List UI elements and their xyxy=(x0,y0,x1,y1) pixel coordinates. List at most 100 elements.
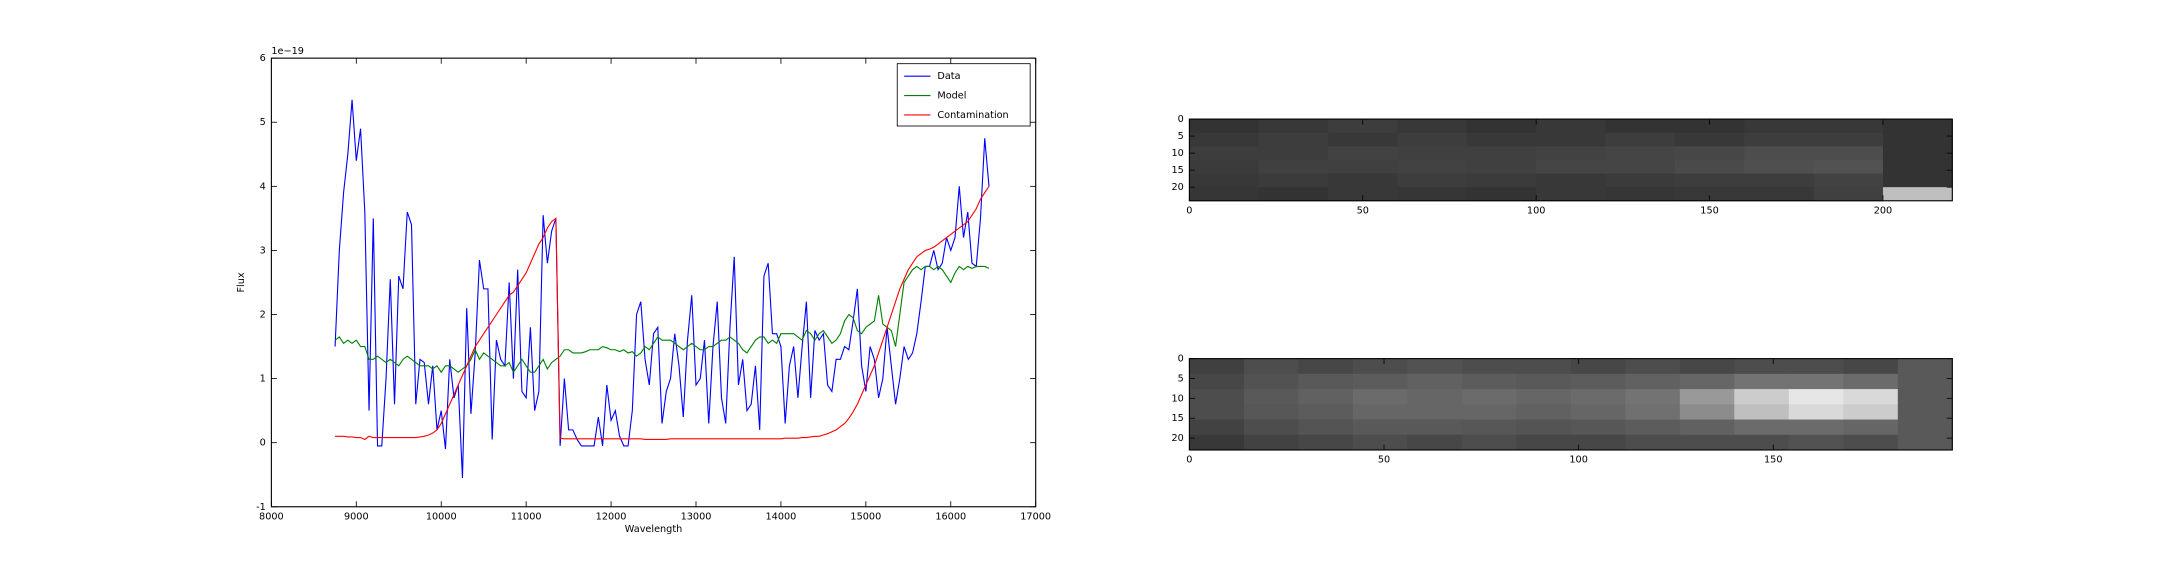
image-pixel xyxy=(1679,419,1735,436)
image-pixel xyxy=(1189,434,1245,451)
image-pixel xyxy=(1882,146,1953,161)
image-pixel xyxy=(1882,159,1953,174)
image-pixel xyxy=(1397,173,1468,188)
image-pixel xyxy=(1674,119,1745,134)
image-pixel xyxy=(1189,146,1260,161)
image-pixel xyxy=(1674,132,1745,147)
image-pixel xyxy=(1570,389,1626,405)
y-tick-label: 5 xyxy=(1178,131,1184,142)
axes: 0 50 100 150 200 0 5 10 15 20 xyxy=(1172,114,1953,216)
image-pixel xyxy=(1813,146,1884,161)
image-pixel xyxy=(1298,434,1354,451)
axes: 0 50 100 150 0 5 10 15 20 xyxy=(1172,354,1953,466)
image-pixel xyxy=(1189,389,1245,405)
image-pixel xyxy=(1744,159,1815,174)
x-tick-label: 50 xyxy=(1357,205,1369,216)
series-line xyxy=(334,99,990,478)
image-pixel xyxy=(1897,358,1953,375)
image-pixel xyxy=(1189,373,1245,390)
image-pixel xyxy=(1882,132,1953,147)
image-pixel xyxy=(1189,404,1245,420)
image-pixel xyxy=(1897,419,1953,436)
image-pixel xyxy=(1788,358,1844,375)
legend-label: Model xyxy=(937,91,966,102)
image-pixel xyxy=(1679,358,1735,375)
image-pixel xyxy=(1328,187,1398,202)
image-pixel xyxy=(1882,173,1953,188)
image-pixel xyxy=(1243,373,1299,390)
image-pixel xyxy=(1734,358,1790,375)
image-pixel xyxy=(1466,187,1537,202)
image-pixel xyxy=(1466,132,1537,147)
image-pixel xyxy=(1679,389,1735,405)
image-pixel xyxy=(1625,434,1681,451)
image-pixel xyxy=(1516,358,1572,375)
image-pixel xyxy=(1258,132,1329,147)
image-pixel xyxy=(1605,159,1676,174)
image-pixel xyxy=(1189,419,1245,436)
image-pixel xyxy=(1813,159,1884,174)
image-pixel xyxy=(1788,434,1844,451)
image-pixel xyxy=(1734,434,1790,451)
y-axis-label: Flux xyxy=(236,272,247,292)
image-pixel xyxy=(1882,119,1953,134)
image-pixel xyxy=(1407,434,1463,451)
image-pixel xyxy=(1258,119,1329,134)
image-pixel xyxy=(1352,389,1408,405)
image-pixel xyxy=(1328,132,1398,147)
image-pixel xyxy=(1843,419,1899,436)
image-pixel xyxy=(1258,159,1329,174)
image-pixel xyxy=(1243,389,1299,405)
image-pixel xyxy=(1298,373,1354,390)
image-pixel xyxy=(1189,132,1260,147)
image-pixel xyxy=(1734,419,1790,436)
image-pixel xyxy=(1674,173,1745,188)
image-pixel xyxy=(1605,173,1676,188)
image-pixel xyxy=(1679,434,1735,451)
x-tick-label: 150 xyxy=(1700,205,1719,216)
image-pixel xyxy=(1625,404,1681,420)
x-tick-label: 11000 xyxy=(511,511,542,522)
legend-label: Contamination xyxy=(937,110,1008,121)
image-pixel xyxy=(1298,358,1354,375)
x-tick-label: 50 xyxy=(1378,455,1390,466)
y-tick-label: 3 xyxy=(260,245,266,256)
image-pixel xyxy=(1189,358,1245,375)
x-tick-label: 0 xyxy=(1186,455,1192,466)
image-pixel xyxy=(1625,389,1681,405)
image-pixel xyxy=(1258,173,1329,188)
x-tick-label: 16000 xyxy=(935,511,966,522)
y-tick-label: 15 xyxy=(1172,413,1184,424)
image-pixel xyxy=(1605,119,1676,134)
x-tick-label: 200 xyxy=(1874,205,1892,216)
legend-label: Data xyxy=(937,71,960,82)
image-pixel xyxy=(1352,358,1408,375)
y-tick-label: 5 xyxy=(1178,373,1184,384)
image-pixel xyxy=(1352,373,1408,390)
image-pixel xyxy=(1536,119,1606,134)
x-tick-label: 150 xyxy=(1764,455,1783,466)
x-tick-label: 0 xyxy=(1186,205,1192,216)
image-pixel xyxy=(1298,389,1354,405)
axes-frame xyxy=(1188,118,1953,202)
image-pixel xyxy=(1466,173,1537,188)
x-tick-label: 12000 xyxy=(596,511,627,522)
image-pixel xyxy=(1788,404,1844,420)
image-pixel xyxy=(1352,404,1408,420)
image-pixel xyxy=(1813,187,1884,202)
series-line xyxy=(334,265,990,374)
image-pixel xyxy=(1734,389,1790,405)
image-pixel xyxy=(1625,419,1681,436)
image-pixel xyxy=(1843,389,1899,405)
image-pixel xyxy=(1843,404,1899,420)
image-pixel xyxy=(1466,119,1537,134)
y-tick-label: 1 xyxy=(260,374,266,385)
image-pixel xyxy=(1461,389,1517,405)
image-pixel xyxy=(1536,159,1606,174)
legend-frame xyxy=(896,63,1031,127)
image-pixel xyxy=(1744,119,1815,134)
image-pixel xyxy=(1189,159,1260,174)
image-pixel xyxy=(1189,173,1260,188)
image-pixel xyxy=(1243,404,1299,420)
